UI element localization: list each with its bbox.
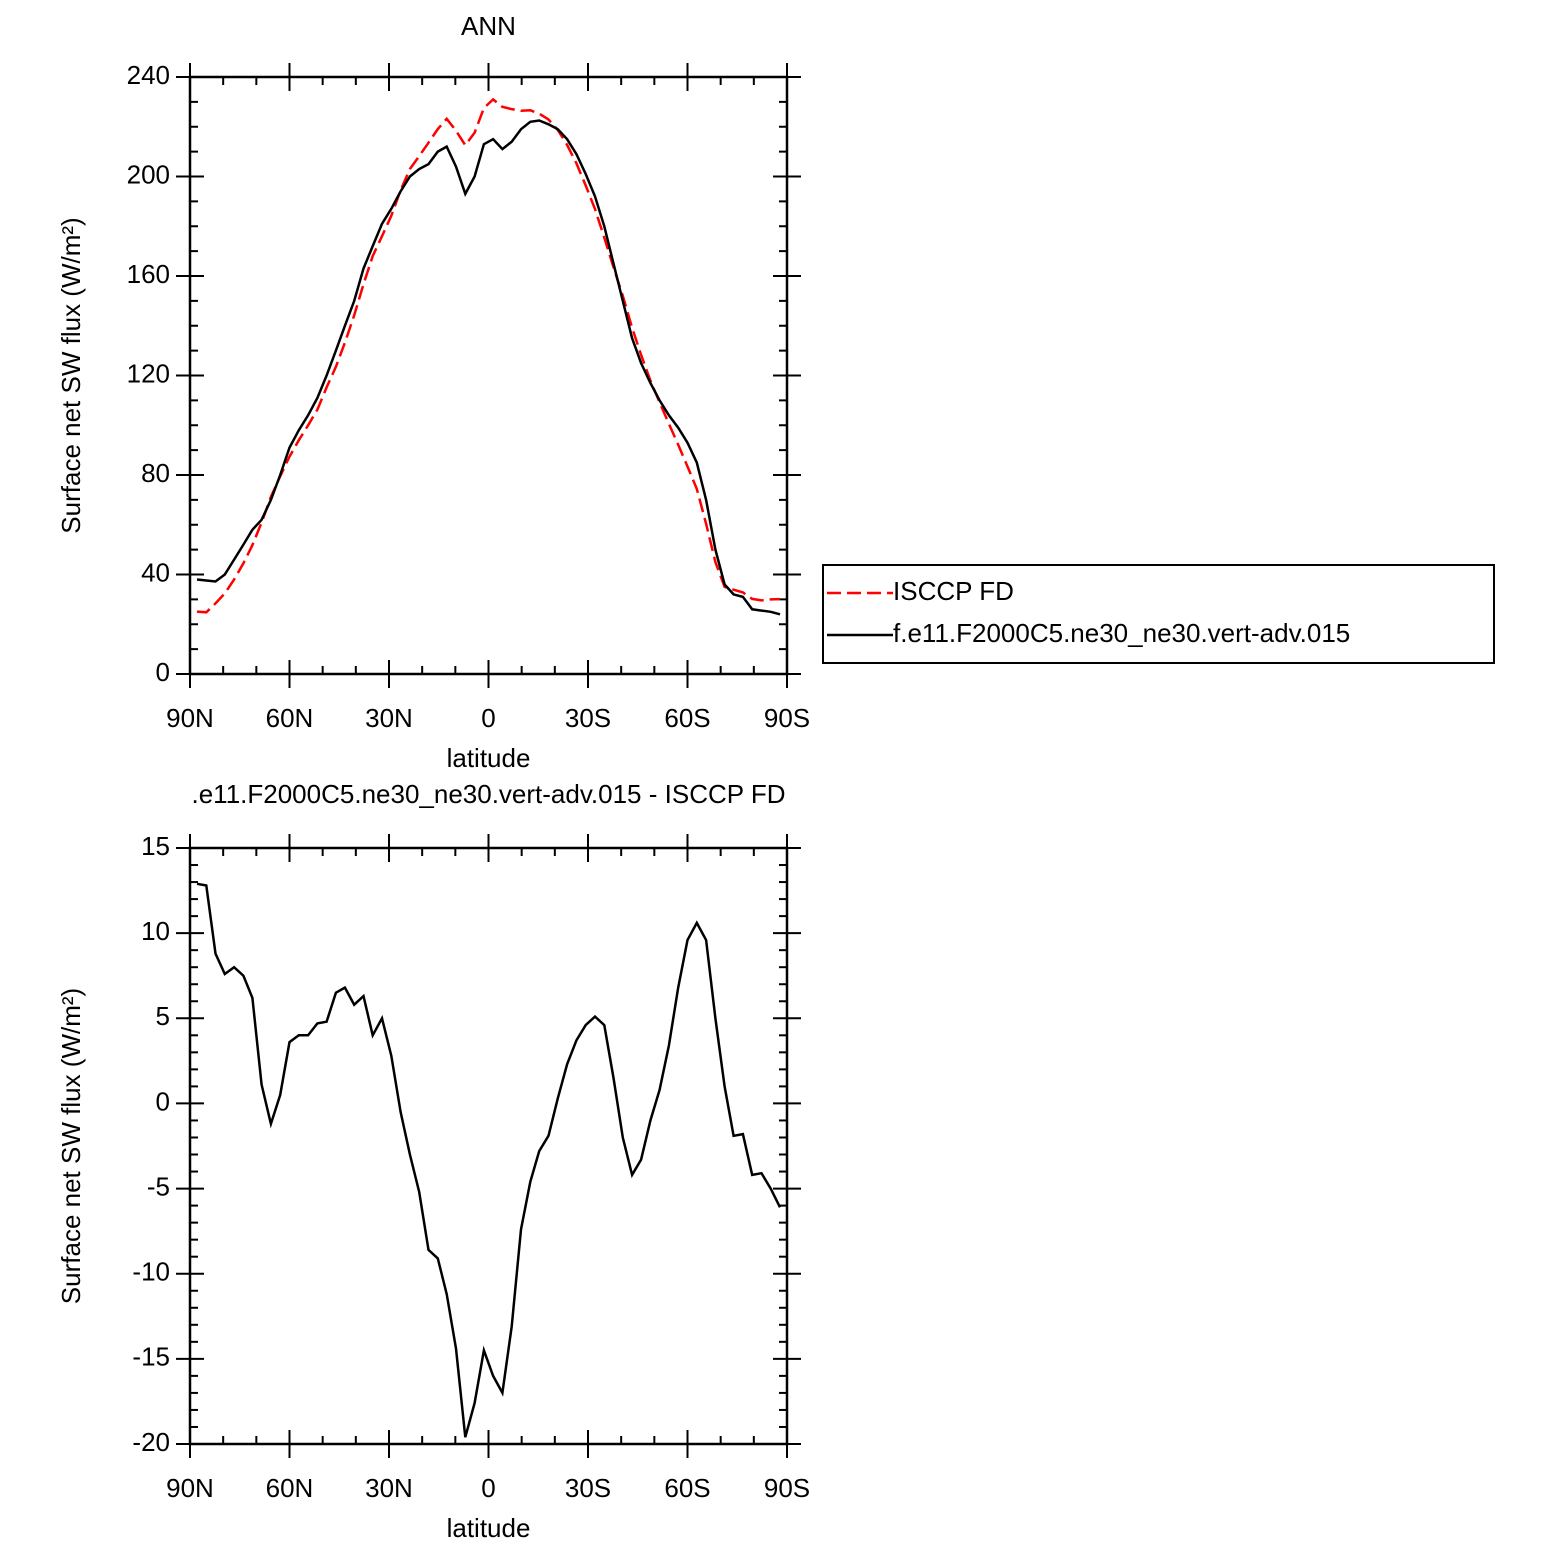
- y-tick-label: 5: [156, 1001, 170, 1031]
- x-axis-label: latitude: [447, 1513, 531, 1543]
- x-tick-label: 30S: [565, 1473, 611, 1503]
- y-tick-label: -10: [132, 1257, 170, 1287]
- x-tick-label: 30N: [365, 1473, 413, 1503]
- chart-title: .e11.F2000C5.ne30_ne30.vert-adv.015 - IS…: [191, 779, 785, 809]
- y-axis-label: Surface net SW flux (W/m²): [56, 217, 86, 533]
- y-tick-label: 10: [141, 916, 170, 946]
- x-tick-label: 60N: [266, 703, 314, 733]
- y-tick-label: 80: [141, 458, 170, 488]
- y-tick-label: 240: [127, 60, 170, 90]
- plot-frame: [188, 846, 789, 1446]
- x-tick-label: 90S: [764, 1473, 810, 1503]
- y-tick-label: -5: [147, 1171, 170, 1201]
- y-tick-label: -20: [132, 1427, 170, 1457]
- data-line: [196, 97, 781, 614]
- y-tick-label: -15: [132, 1342, 170, 1372]
- x-tick-label: 60N: [266, 1473, 314, 1503]
- y-tick-label: 15: [141, 831, 170, 861]
- x-tick-label: 30S: [565, 703, 611, 733]
- y-tick-label: 160: [127, 259, 170, 289]
- y-tick-label: 120: [127, 358, 170, 388]
- x-tick-label: 30N: [365, 703, 413, 733]
- data-line: [196, 119, 781, 616]
- chart-title: ANN: [461, 11, 516, 41]
- y-tick-label: 40: [141, 557, 170, 587]
- x-tick-label: 60S: [664, 703, 710, 733]
- y-axis-label: Surface net SW flux (W/m²): [56, 988, 86, 1304]
- x-tick-label: 0: [481, 1473, 495, 1503]
- plot-frame: [188, 75, 789, 676]
- y-tick-label: 0: [156, 657, 170, 687]
- x-tick-label: 90S: [764, 703, 810, 733]
- data-line: [196, 882, 782, 1438]
- x-tick-label: 0: [481, 703, 495, 733]
- legend-label: ISCCP FD: [893, 576, 1014, 606]
- y-tick-label: 200: [127, 159, 170, 189]
- legend-box: [822, 564, 1495, 664]
- legend-label: f.e11.F2000C5.ne30_ne30.vert-adv.015: [893, 618, 1350, 648]
- y-tick-label: 0: [156, 1086, 170, 1116]
- x-tick-label: 90N: [166, 703, 214, 733]
- x-tick-label: 60S: [664, 1473, 710, 1503]
- x-tick-label: 90N: [166, 1473, 214, 1503]
- x-axis-label: latitude: [447, 743, 531, 773]
